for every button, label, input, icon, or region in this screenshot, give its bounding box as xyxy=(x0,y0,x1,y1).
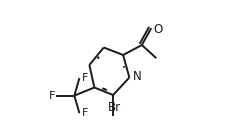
Text: F: F xyxy=(82,73,88,83)
Text: N: N xyxy=(133,70,141,83)
Text: F: F xyxy=(49,91,55,101)
Text: Br: Br xyxy=(108,101,121,114)
Text: F: F xyxy=(82,108,88,118)
Text: O: O xyxy=(154,23,163,36)
